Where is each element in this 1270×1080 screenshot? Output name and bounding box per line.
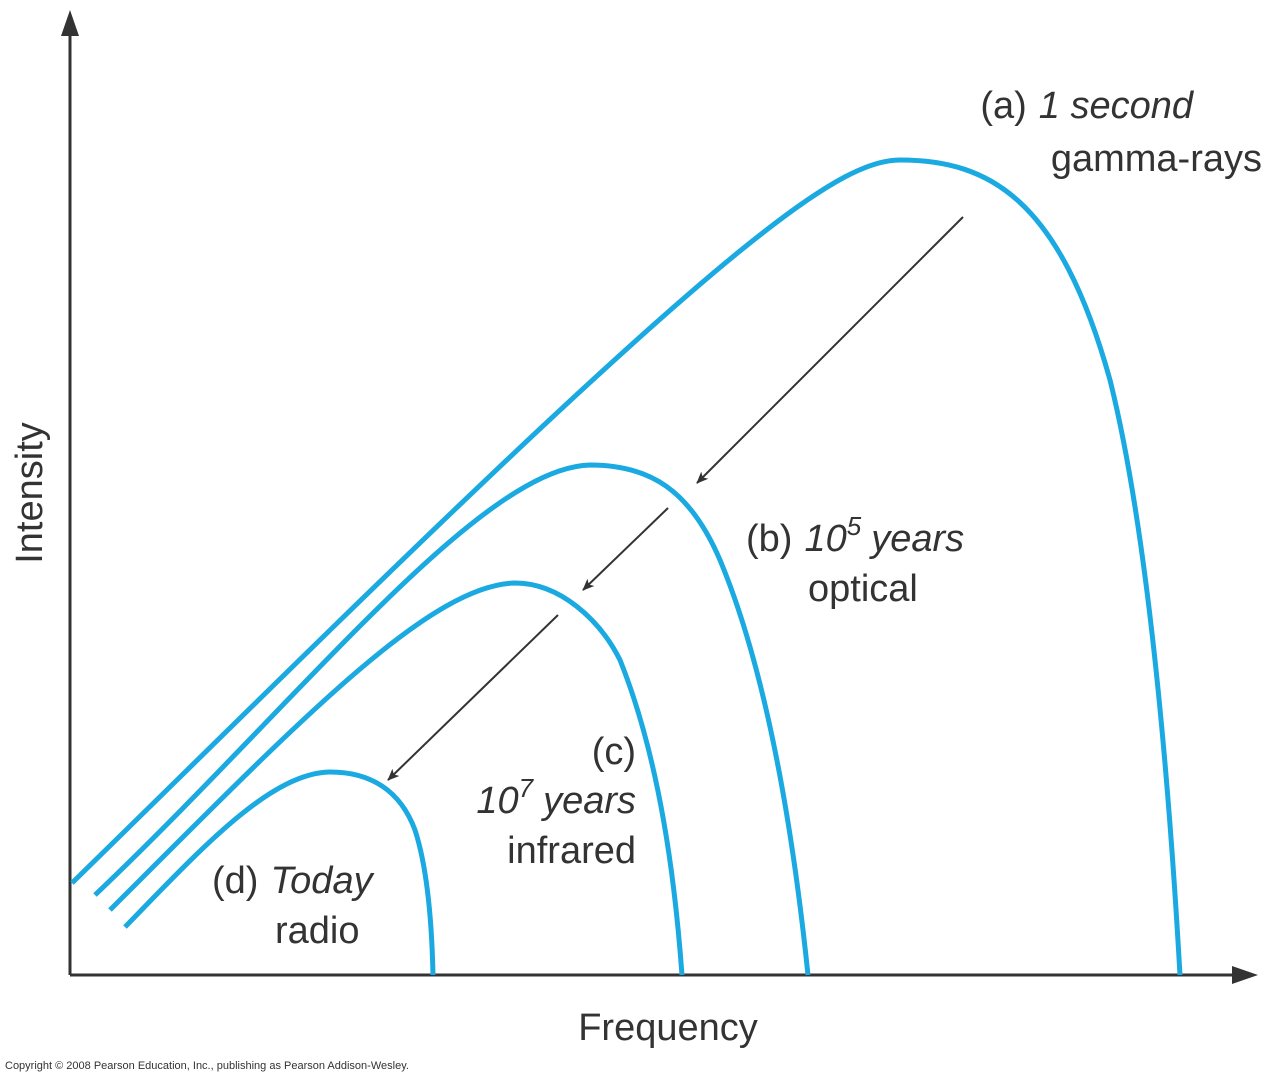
curve-d-label: (d) Today (212, 860, 375, 902)
curve-b-label: (b) 105 years (746, 511, 964, 560)
curve-b (93, 462, 811, 976)
x-axis-arrow (1232, 966, 1258, 984)
band: optical (808, 568, 918, 610)
time: 1 second (1039, 85, 1195, 127)
band: radio (275, 910, 360, 952)
curve-c-time: 107 years (476, 773, 636, 822)
x-axis-label: Frequency (578, 1007, 758, 1049)
arrow (696, 216, 964, 484)
time: Today (270, 860, 374, 902)
time-unit: years (540, 780, 636, 822)
arrow (387, 614, 559, 781)
band: gamma-rays (1051, 138, 1262, 180)
y-axis-label: Intensity (9, 422, 51, 564)
curve-a-label: (a) 1 second (980, 85, 1195, 127)
curve-d (123, 769, 436, 976)
curve-a (70, 157, 1183, 976)
time-exponent: 7 (519, 773, 535, 803)
time-exponent: 5 (847, 511, 862, 541)
arrow (582, 507, 669, 591)
y-axis-arrow (61, 10, 79, 36)
time-base: 10 (804, 518, 846, 560)
band: infrared (507, 830, 636, 872)
tag: (c) (592, 731, 636, 773)
tag: (d) (212, 860, 258, 902)
tag: (b) (746, 518, 792, 560)
time-base: 10 (476, 780, 518, 822)
copyright: Copyright © 2008 Pearson Education, Inc.… (5, 1060, 409, 1072)
tag: (a) (980, 85, 1026, 127)
curve-c (108, 580, 685, 976)
time-unit: years (868, 518, 964, 560)
